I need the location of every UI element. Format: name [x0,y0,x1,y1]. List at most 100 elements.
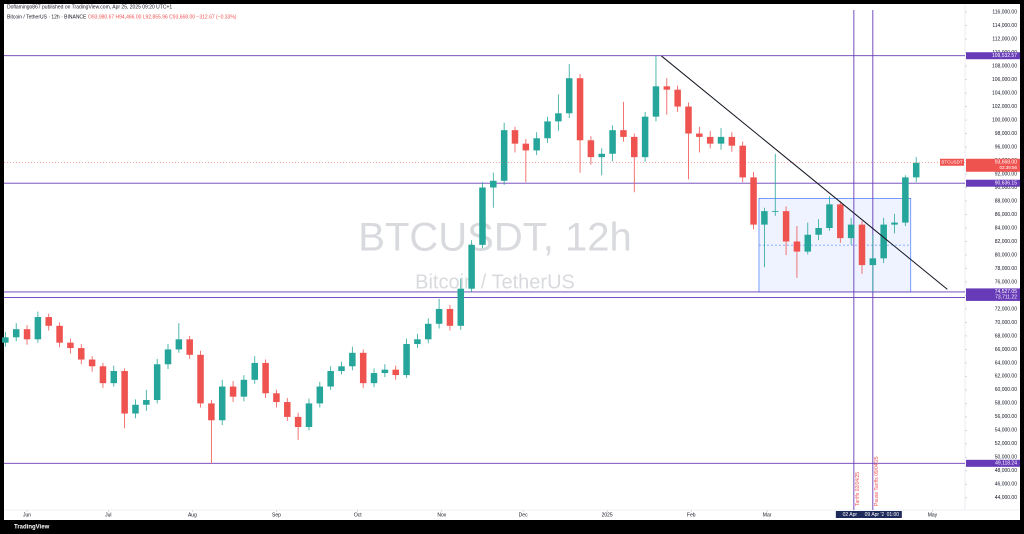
candle-body [316,386,324,404]
candle-body [847,224,855,239]
y-tick-label: 76,000.00 [995,279,1017,285]
y-tick-label: 114,000.00 [992,23,1017,29]
candle-body [815,227,822,235]
candle-body [78,348,85,360]
candle-body [110,371,118,384]
x-tick-label: Sep [272,512,281,518]
candle-body [587,140,595,158]
panel [4,4,1020,520]
symbol-badge-label: BTCUSDT [941,159,963,164]
candle-body [717,136,725,144]
event-date-badge [859,511,892,518]
candle-body [652,86,660,117]
level-label: 109,532.57 [992,53,1017,59]
candle-body [565,78,573,114]
y-tick-label: 46,000.00 [995,482,1017,488]
candle-body [826,204,833,228]
event-label: Pause Tariffs 09/04/25 [874,456,880,506]
candle-body [121,371,128,414]
time-badge: 01:00 [887,512,900,518]
candle-body [457,288,465,326]
level-label: 49,118.24 [995,461,1017,467]
x-tick-label: Nov [437,512,446,518]
y-tick-label: 56,000.00 [995,414,1017,420]
candle-body [479,187,486,245]
level-label: 73,711.22 [995,295,1017,301]
candle-body [869,258,877,266]
x-tick-label: Jul [105,512,111,518]
candle-body [912,162,920,178]
candle-body [153,364,161,401]
event-date: 09 Apr '25 [865,512,888,518]
y-tick-label: 66,000.00 [995,347,1017,353]
event-date-badge [835,511,864,518]
x-tick-label: May [928,512,938,518]
last-price-countdown: 02:39:56 [999,165,1017,170]
x-tick-label: 2025 [602,512,613,518]
candle-body [34,317,42,340]
y-tick-label: 112,000.00 [992,36,1017,42]
trendline [661,55,948,290]
y-tick-label: 62,000.00 [995,374,1017,380]
candle-body [435,308,443,324]
ohlc-info: O93,980.67 H94,466.00 L92,855.96 C93,668… [88,14,237,20]
level-label: 90,636.15 [995,181,1017,187]
candle-body [771,211,779,212]
y-tick-label: 58,000.00 [995,401,1017,407]
candle-body [392,369,399,376]
level-badge [966,288,1020,296]
candle-body [327,371,334,387]
candle-body [23,329,31,340]
y-tick-label: 100,000.00 [992,117,1017,123]
candle-body [240,379,248,397]
candle-body [880,224,887,259]
y-tick-label: 82,000.00 [995,239,1017,245]
candle-body [370,373,378,384]
candle-body [804,234,812,252]
candle-body [208,403,215,421]
level-badge [966,52,1020,60]
candle-body [696,133,703,137]
candle-body [403,344,410,376]
candle-body [88,359,96,367]
candle-body [533,138,540,151]
candle-body [468,244,475,289]
y-tick-label: 116,000.00 [992,9,1017,15]
candle-body [143,400,150,405]
candle-body [685,106,692,134]
candle-body [262,362,269,394]
level-badge [966,459,1020,467]
y-tick-label: 70,000.00 [995,320,1017,326]
candle-body [837,204,844,239]
candle-body [500,130,508,181]
watermark-subtitle: Bitcoin / TetherUS [415,271,575,293]
candle-body [631,136,638,158]
candle-body [522,143,530,151]
candle-body [424,323,432,340]
level-badge [966,293,1020,301]
y-tick-label: 44,000.00 [995,495,1017,501]
last-price-badge [966,158,1020,172]
candle-body [197,354,204,404]
candle-body [446,308,454,326]
symbol-badge [940,158,964,166]
y-tick-label: 98,000.00 [995,131,1017,137]
candle-body [739,145,746,178]
candle-body [381,369,389,374]
candle-body [511,130,519,144]
y-tick-label: 68,000.00 [995,333,1017,339]
symbol-info: Bitcoin / TetherUS · 12h · BINANCE [7,14,87,20]
candle-body [490,180,497,188]
candle-body [858,224,866,266]
candle-body [305,403,313,428]
watermark-title: BTCUSDT, 12h [358,216,631,260]
y-tick-label: 60,000.00 [995,387,1017,393]
candle-body [186,339,193,355]
candle-body [273,393,280,403]
time-badge-bg [883,511,902,518]
y-tick-label: 50,000.00 [995,455,1017,461]
candle-body [132,404,139,414]
y-tick-label: 108,000.00 [992,63,1017,69]
candle-body [555,113,562,122]
